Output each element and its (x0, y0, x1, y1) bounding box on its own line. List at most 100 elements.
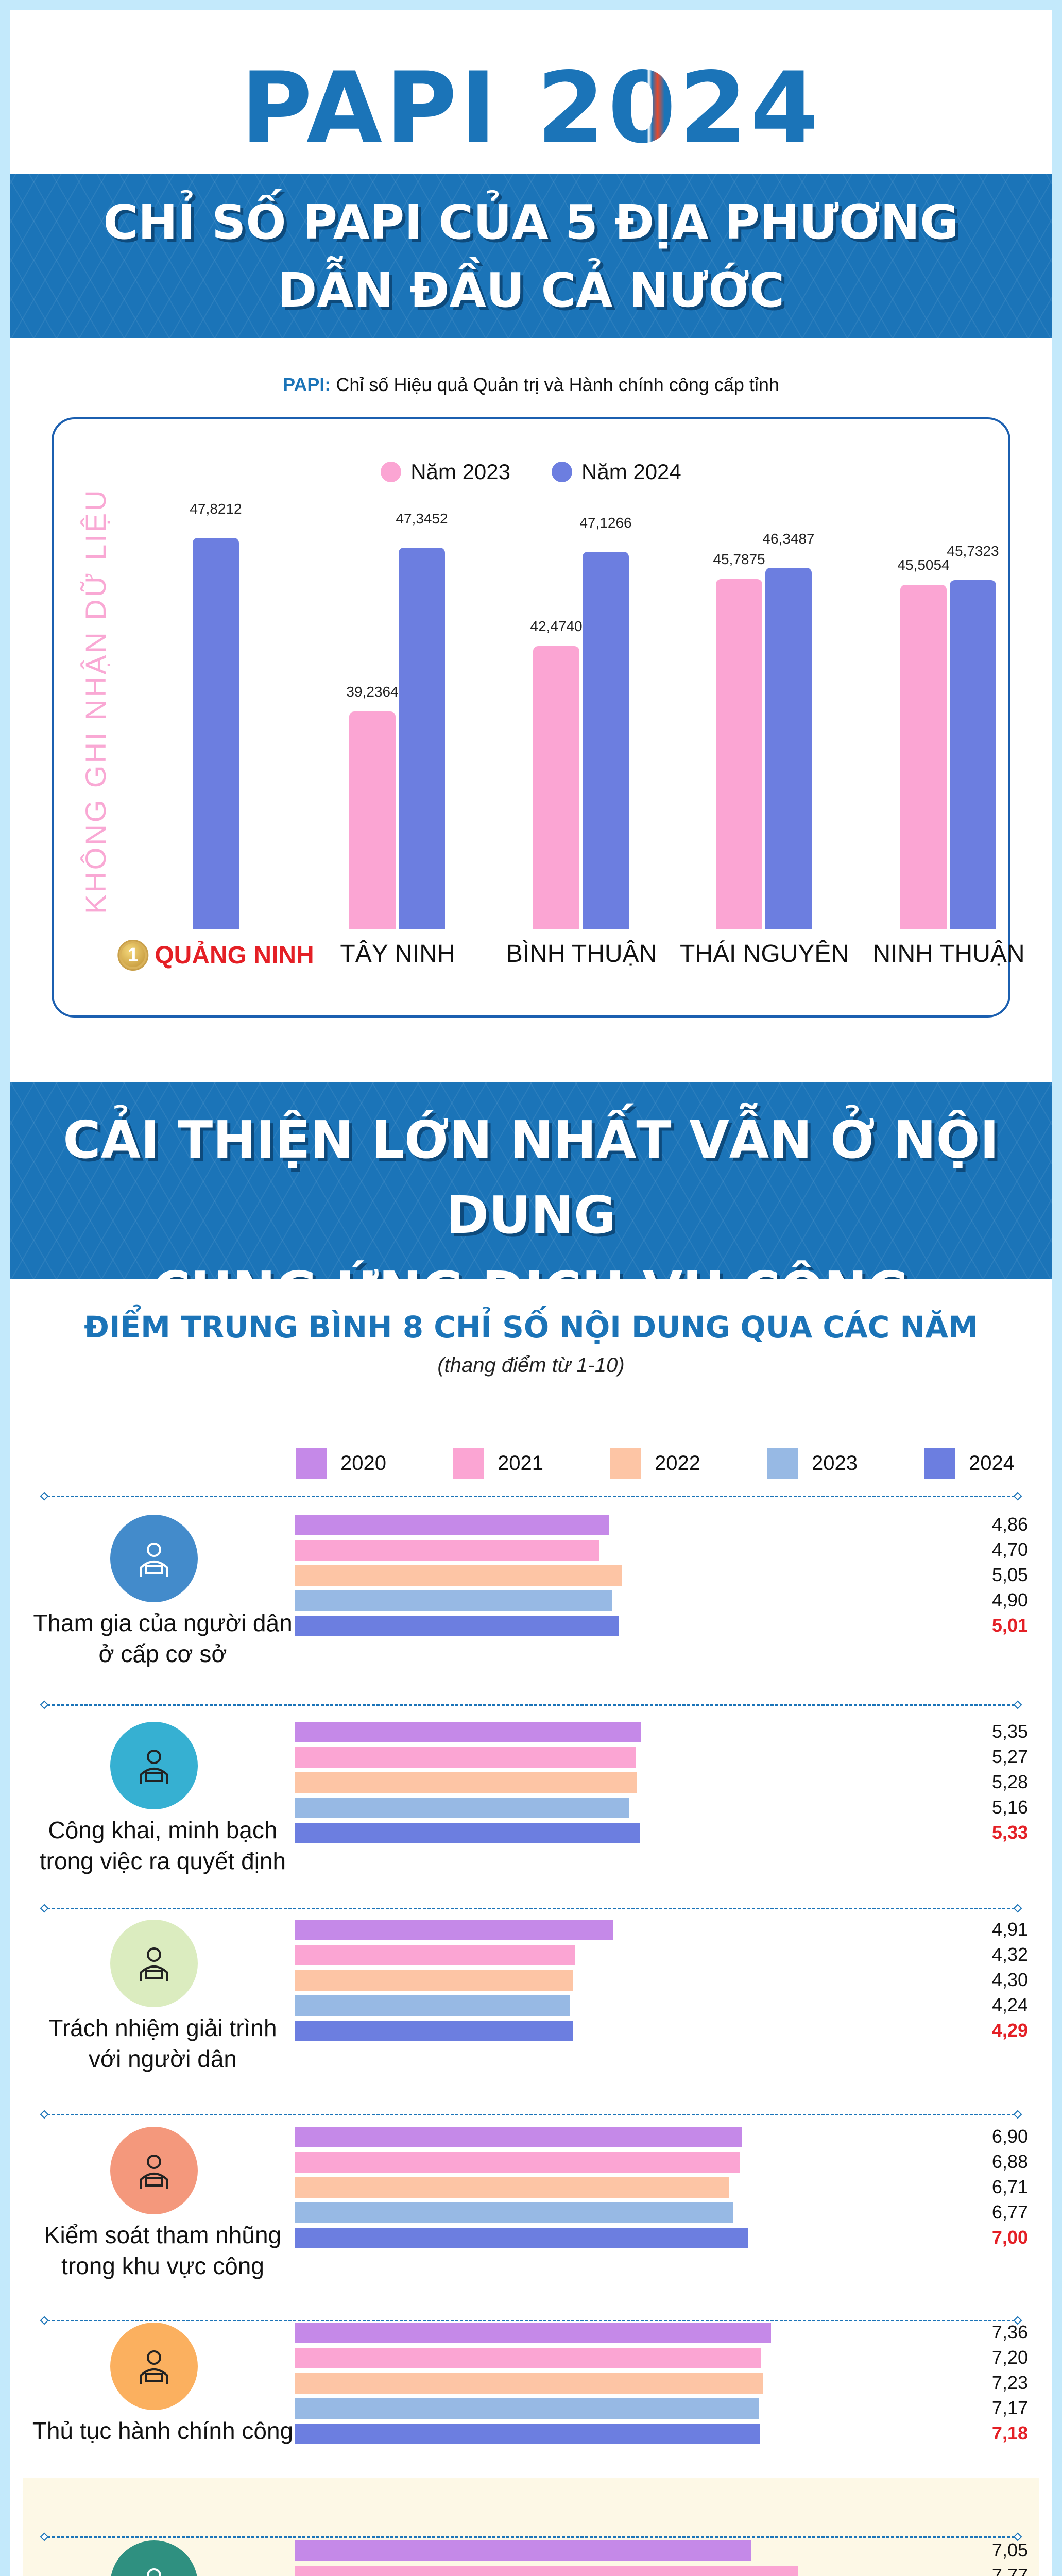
bar-value-2024: 47,3452 (396, 510, 448, 527)
chart1-plot-area: KHÔNG GHI NHẬN DỮ LIỆU 47,8212 39,2364 47,… (74, 488, 999, 929)
section-divider (40, 1492, 1022, 1501)
section-divider (40, 2532, 1022, 2541)
legend-item-2023: Năm 2023 (381, 460, 510, 484)
legend-swatch (453, 1448, 484, 1479)
section-divider (40, 1904, 1022, 1913)
province-label: 1 QUẢNG NINH (117, 940, 314, 971)
section1-banner-line1: CHỈ SỐ PAPI CỦA 5 ĐỊA PHƯƠNG (103, 195, 959, 250)
province-label: BÌNH THUẬN (506, 940, 657, 968)
section-divider (40, 1700, 1022, 1709)
bar-value-2020: 6,90 (991, 2126, 1028, 2147)
bar-2021 (295, 2566, 798, 2576)
section-divider (40, 2316, 1022, 2325)
bar-2024 (295, 1823, 640, 1843)
bar-value-2021: 4,32 (991, 1944, 1028, 1965)
bar-value-2022: 6,71 (991, 2176, 1028, 2197)
province-name: QUẢNG NINH (155, 941, 314, 969)
indicator-label: Kiểm soát tham nhũng trong khu vực công (44, 2222, 282, 2279)
bar-2023 (349, 711, 396, 929)
gold-medal-icon: 1 (117, 940, 149, 971)
page-title: PAPI 2024 (10, 52, 1052, 165)
bar-value-2023: 7,17 (991, 2397, 1028, 2418)
bar-2020 (295, 2323, 772, 2343)
bar-value-2024: 45,7323 (947, 543, 999, 560)
bar-2023 (295, 2202, 733, 2223)
network-person-icon (110, 1722, 198, 1809)
legend-item-2020: 2020 (296, 1448, 453, 1479)
province-label: THÁI NGUYÊN (679, 940, 849, 968)
title-zero: 0 (608, 51, 679, 165)
section2-banner: CẢI THIỆN LỚN NHẤT VẪN Ở NỘI DUNG CUNG Ứ… (10, 1082, 1052, 1279)
podium-speaker-icon (110, 1920, 198, 2007)
caption-text: Chỉ số Hiệu quả Quản trị và Hành chính c… (331, 374, 779, 395)
section2-banner-line1: CẢI THIỆN LỚN NHẤT VẪN Ở NỘI DUNG (63, 1110, 999, 1245)
legend-label: 2024 (969, 1451, 1015, 1475)
bar-2023 (900, 584, 947, 929)
bar-2020 (295, 2540, 751, 2561)
bar-value-2024: 47,8212 (190, 501, 242, 517)
province-label: TÂY NINH (340, 940, 455, 968)
legend-swatch (296, 1448, 327, 1479)
bar-2021 (295, 2348, 761, 2368)
caption-label: PAPI: (283, 374, 331, 395)
documents-check-icon (110, 2323, 198, 2410)
chart2-legend: 2020 2021 2022 2023 2024 (296, 1448, 1062, 1479)
bar-value-2020: 7,36 (991, 2321, 1028, 2343)
bar-value-2020: 4,86 (991, 1514, 1028, 1535)
legend-label: 2021 (498, 1451, 543, 1475)
bar-value-2020: 7,05 (991, 2539, 1028, 2561)
bar-group-4: 45,5054 45,7323 (74, 502, 999, 929)
bar-value-2021: 5,27 (991, 1746, 1028, 1767)
bar-2024 (765, 567, 812, 929)
bar-group-3: 45,7875 46,3487 (74, 502, 991, 929)
chart2-title: ĐIỂM TRUNG BÌNH 8 CHỈ SỐ NỘI DUNG QUA CÁ… (84, 1310, 978, 1345)
bar-value-2024: 7,00 (991, 2227, 1028, 2248)
people-group-icon (110, 1515, 198, 1602)
legend-item-2022: 2022 (610, 1448, 767, 1479)
bar-value-2024: 47,1266 (579, 515, 632, 531)
section-divider (40, 2110, 1022, 2119)
bar-value-2023: 39,2364 (346, 684, 399, 700)
section1-banner: CHỈ SỐ PAPI CỦA 5 ĐỊA PHƯƠNG DẪN ĐẦU CẢ … (10, 174, 1052, 338)
bar-2024 (295, 2228, 748, 2248)
bar-group-0: 47,8212 (74, 501, 991, 929)
title-prefix: PAPI 2 (241, 51, 608, 165)
bar-value-2024: 4,29 (991, 2020, 1028, 2041)
legend-swatch (767, 1448, 798, 1479)
bar-2021 (295, 1747, 636, 1768)
bar-2020 (295, 1920, 613, 1940)
bar-2022 (295, 1772, 637, 1793)
bar-value-2022: 5,28 (991, 1771, 1028, 1792)
chart1-x-axis: 1 QUẢNG NINH TÂY NINH BÌNH THUẬN THÁI NGUYÊN… (74, 935, 1025, 986)
title-suffix: 24 (679, 51, 821, 165)
bar-2020 (295, 1515, 610, 1535)
bar-value-2022: 7,23 (991, 2372, 1028, 2393)
legend-item-2024: Năm 2024 (552, 460, 681, 484)
bar-2021 (295, 1945, 575, 1965)
bar-2024 (583, 552, 629, 929)
chart1-caption: PAPI: Chỉ số Hiệu quả Quản trị và Hành c… (10, 374, 1052, 396)
indicator-label: Công khai, minh bạch trong việc ra quyết… (39, 1817, 286, 1874)
section2-banner-line2: CUNG ỨNG DỊCH VỤ CÔNG (10, 1253, 1052, 1279)
bar-2024 (295, 2424, 760, 2444)
bar-value-2021: 6,88 (991, 2151, 1028, 2172)
legend-dot-2023 (381, 462, 402, 482)
legend-swatch (924, 1448, 955, 1479)
bar-2021 (295, 1540, 599, 1561)
bar-2022 (295, 2373, 763, 2394)
bar-value-2024: 46,3487 (762, 530, 815, 547)
bar-2024 (950, 580, 996, 929)
bar-value-2024: 7,18 (991, 2422, 1028, 2444)
bar-value-2023: 6,77 (991, 2201, 1028, 2223)
bar-value-2023: 4,24 (991, 1994, 1028, 2015)
bar-value-2023: 45,5054 (897, 556, 950, 573)
bar-value-2024: 5,33 (991, 1822, 1028, 1843)
bar-2024 (399, 547, 445, 929)
bar-2020 (295, 2127, 742, 2147)
bar-value-2022: 4,30 (991, 1969, 1028, 1990)
money-hand-icon (110, 2127, 198, 2214)
bar-value-2021: 4,70 (991, 1539, 1028, 1560)
bar-2024 (193, 538, 239, 929)
legend-swatch (610, 1448, 641, 1479)
legend-label: 2023 (812, 1451, 858, 1475)
